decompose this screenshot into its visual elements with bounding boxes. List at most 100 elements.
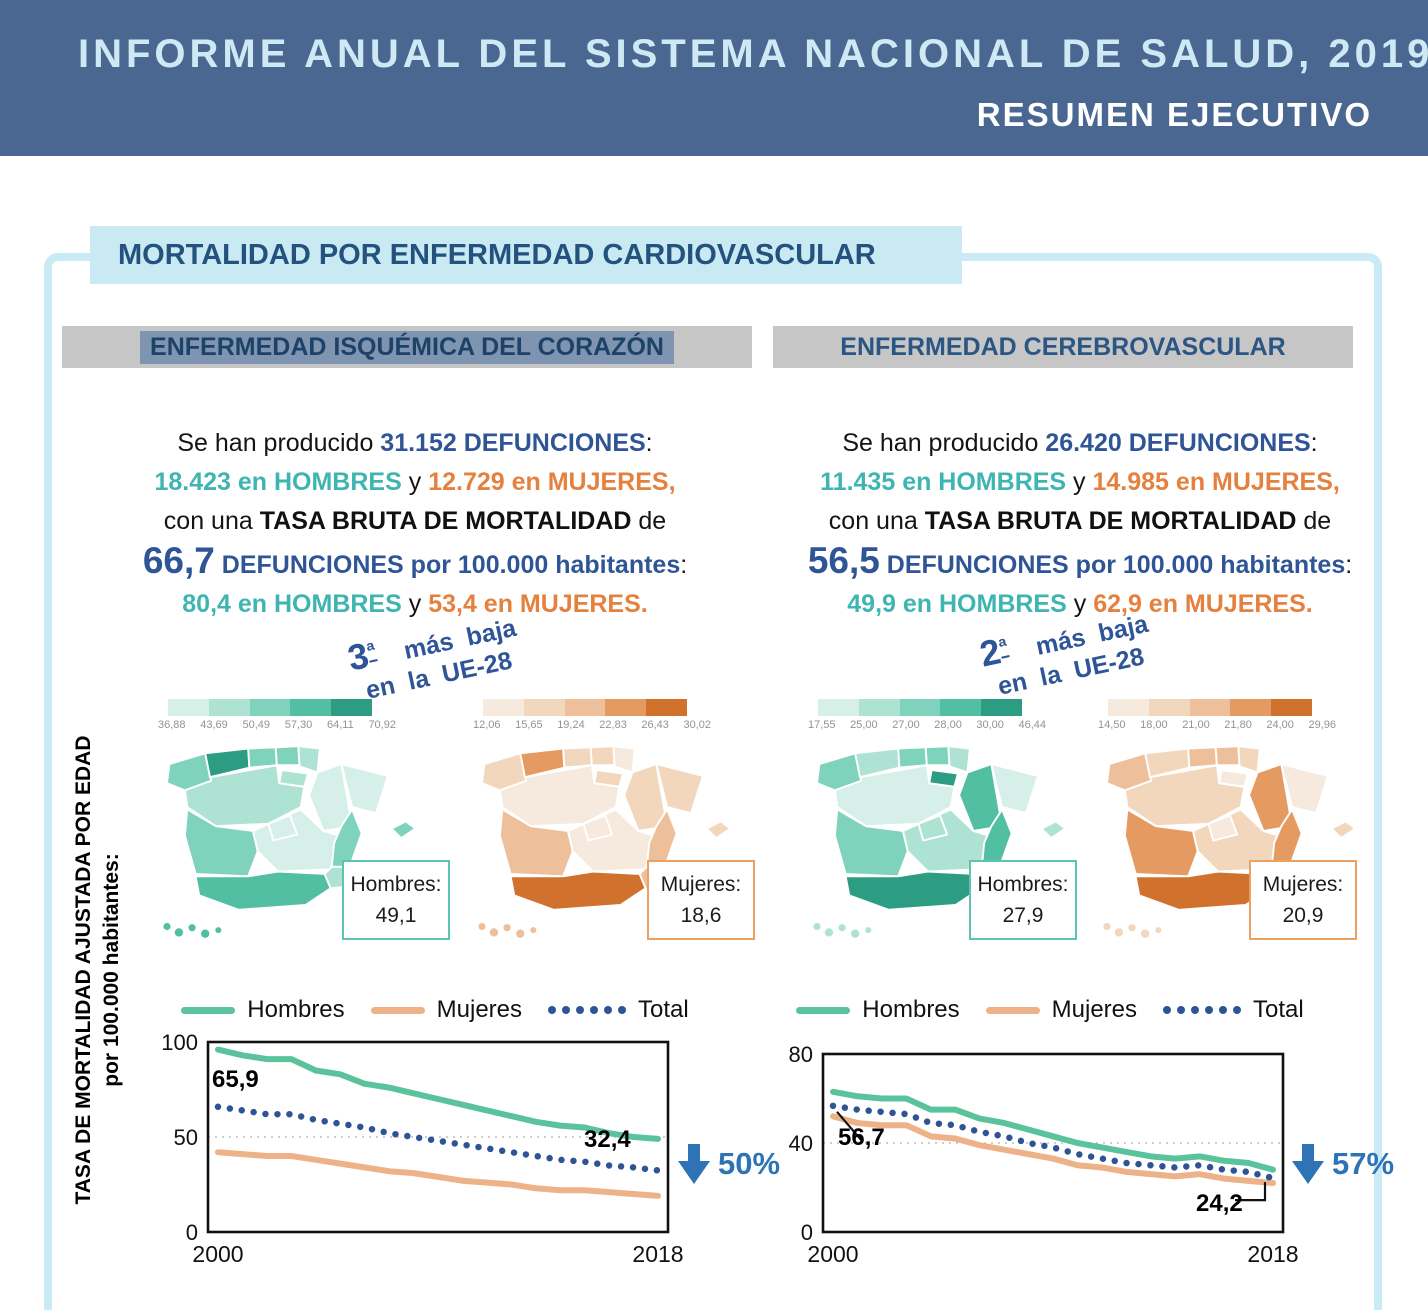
x-tick-label: 2000 bbox=[192, 1241, 243, 1267]
legend-tick: 43,69 bbox=[200, 719, 228, 731]
legend-swatch bbox=[208, 699, 250, 716]
region-canarias bbox=[174, 928, 184, 937]
legend-tick-labels: 17,55 25,00 27,00 28,00 30,00 46,44 bbox=[808, 719, 1046, 731]
intro-isquemica: Se han producido 31.152 DEFUNCIONES: 18.… bbox=[95, 424, 735, 624]
region-baleares bbox=[1040, 820, 1067, 840]
series-hombres bbox=[830, 1088, 1276, 1173]
region-baleares bbox=[390, 820, 417, 840]
region-andalucia bbox=[844, 870, 982, 911]
legend-tick: 15,65 bbox=[515, 719, 543, 731]
region-cantabria bbox=[1187, 746, 1218, 769]
y-tick-label: 100 bbox=[161, 1030, 198, 1055]
region-aragon bbox=[958, 763, 1004, 832]
legend-tick: 50,49 bbox=[242, 719, 271, 731]
line-swatch bbox=[370, 1006, 425, 1014]
legend-item-mujeres: Mujeres bbox=[370, 996, 522, 1024]
region-rioja bbox=[928, 769, 959, 788]
legend-tick: 12,06 bbox=[473, 719, 501, 731]
region-canarias bbox=[1141, 929, 1150, 938]
series-mujeres bbox=[830, 1113, 1276, 1187]
annotation-total-end: 32,4 bbox=[584, 1126, 631, 1153]
region-canarias bbox=[489, 928, 499, 937]
line-swatch bbox=[985, 1006, 1040, 1014]
map-color-legend: 17,55 25,00 27,00 28,00 30,00 46,44 bbox=[808, 699, 1046, 731]
legend-swatch bbox=[1230, 699, 1272, 716]
region-andalucia bbox=[194, 870, 332, 911]
annotation-bracket bbox=[1235, 1182, 1267, 1202]
intro-line-3: con una TASA BRUTA DE MORTALIDAD de bbox=[163, 507, 667, 535]
y-tick-label: 0 bbox=[186, 1220, 198, 1245]
value-box-hombres: Hombres: 49,1 bbox=[342, 860, 450, 940]
map-color-legend: 12,06 15,65 19,24 22,83 26,43 30,02 bbox=[473, 699, 711, 731]
intro-line-3: con una TASA BRUTA DE MORTALIDAD de bbox=[828, 507, 1332, 535]
region-cataluna bbox=[990, 763, 1039, 814]
region-baleares bbox=[1330, 820, 1357, 840]
panel-header-isquemica-label: ENFERMEDAD ISQUÉMICA DEL CORAZÓN bbox=[140, 330, 674, 364]
region-navarra bbox=[612, 745, 636, 774]
legend-swatch bbox=[605, 699, 647, 716]
series-mujeres bbox=[215, 1149, 661, 1199]
series-hombres bbox=[215, 1046, 661, 1142]
region-castillaleon bbox=[1123, 764, 1246, 828]
region-canarias bbox=[1103, 922, 1111, 931]
region-castillaleon bbox=[498, 764, 621, 828]
legend-tick: 30,00 bbox=[976, 719, 1004, 731]
region-cataluna bbox=[1280, 763, 1329, 814]
region-galicia bbox=[481, 752, 528, 792]
down-arrow-icon bbox=[678, 1144, 710, 1184]
legend-swatch bbox=[483, 699, 524, 716]
legend-swatch bbox=[1148, 699, 1190, 716]
region-canarias bbox=[163, 922, 171, 931]
panel-header-cerebrovascular: ENFERMEDAD CEREBROVASCULAR bbox=[773, 326, 1353, 368]
intro-cerebrovascular: Se han producido 26.420 DEFUNCIONES: 11.… bbox=[780, 424, 1380, 624]
y-tick-label: 50 bbox=[174, 1125, 198, 1150]
legend-swatch bbox=[564, 699, 606, 716]
region-extremadura bbox=[183, 808, 259, 878]
line-chart-cerebrovascular: 0 40 80 2000 2018 bbox=[789, 1042, 1299, 1267]
legend-tick-labels: 36,88 43,69 50,49 57,30 64,11 70,92 bbox=[158, 719, 396, 731]
legend-label: Hombres bbox=[247, 996, 345, 1023]
legend-swatches bbox=[483, 699, 687, 716]
legend-tick: 17,55 bbox=[808, 719, 836, 731]
legend-swatch bbox=[818, 699, 859, 716]
legend-swatch bbox=[290, 699, 332, 716]
series-total bbox=[829, 1102, 1277, 1182]
region-cantabria bbox=[562, 746, 593, 769]
intro-line-5: 49,9 en HOMBRES y 62,9 en MUJERES. bbox=[847, 590, 1313, 618]
drop-percent-isquemica: 50% bbox=[718, 1146, 781, 1181]
legend-tick: 21,00 bbox=[1182, 719, 1210, 731]
region-castillaleon bbox=[183, 764, 306, 828]
legend-tick: 14,50 bbox=[1098, 719, 1126, 731]
region-rioja bbox=[1218, 769, 1249, 788]
line-swatch bbox=[796, 1006, 851, 1014]
annotation-total-end: 24,2 bbox=[1196, 1190, 1243, 1217]
region-rioja bbox=[593, 769, 624, 788]
line-swatch bbox=[181, 1006, 236, 1014]
value-box-hombres: Hombres: 27,9 bbox=[969, 860, 1077, 940]
legend-tick: 28,00 bbox=[934, 719, 962, 731]
intro-line-1: Se han producido 31.152 DEFUNCIONES: bbox=[177, 429, 653, 457]
legend-swatch bbox=[523, 699, 565, 716]
series-total bbox=[214, 1103, 662, 1174]
region-canarias bbox=[1155, 927, 1162, 934]
region-madrid bbox=[582, 814, 614, 842]
legend-label: Mujeres bbox=[1051, 996, 1138, 1023]
legend-item-hombres: Hombres bbox=[796, 996, 960, 1024]
legend-swatches bbox=[818, 699, 1022, 716]
map-group-cerebro-mujeres: 14,50 18,00 21,00 21,80 24,00 29,96 Mujeres: 2… bbox=[1080, 693, 1380, 965]
region-castillaleon bbox=[833, 764, 956, 828]
y-axis-label: TASA DE MORTALIDAD AJUSTADA POR EDAD por… bbox=[72, 735, 123, 1205]
legend-tick: 18,00 bbox=[1140, 719, 1168, 731]
region-canarias bbox=[188, 924, 196, 932]
region-paisvasco bbox=[589, 745, 616, 767]
intro-line-5: 80,4 en HOMBRES y 53,4 en MUJERES. bbox=[182, 590, 648, 618]
region-paisvasco bbox=[1214, 745, 1241, 767]
dotted-line-swatch bbox=[548, 1006, 627, 1014]
x-tick-label: 2000 bbox=[807, 1241, 858, 1267]
region-paisvasco bbox=[274, 745, 301, 767]
legend-tick: 64,11 bbox=[327, 719, 354, 731]
region-aragon bbox=[308, 763, 354, 832]
legend-swatch bbox=[646, 699, 687, 716]
legend-swatch bbox=[331, 699, 372, 716]
